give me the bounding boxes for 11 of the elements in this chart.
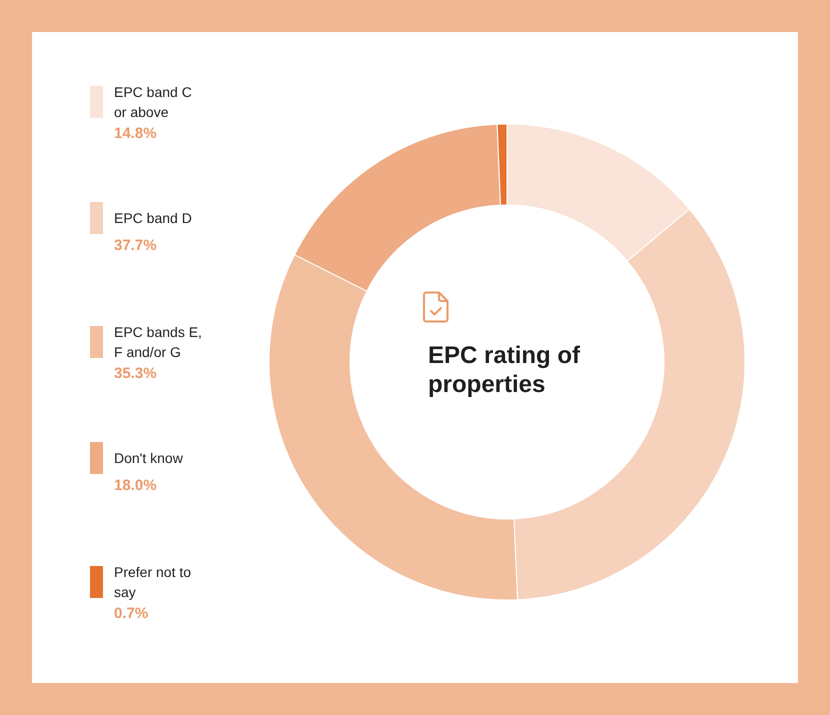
legend-label: EPC band C or above: [114, 83, 193, 122]
legend-label: Don't know: [114, 449, 184, 468]
legend-label: EPC band D: [114, 209, 193, 228]
data-label: 35.3%: [114, 364, 158, 384]
legend-label: Prefer not to say: [114, 563, 192, 602]
data-label: 37.7%: [114, 236, 158, 256]
text: EPC rating of properties: [428, 342, 587, 398]
data-label: 0.7%: [114, 604, 150, 624]
legend-label: EPC bands E, F and/or G: [114, 323, 203, 362]
data-label: 18.0%: [114, 476, 158, 496]
data-label: 14.8%: [114, 124, 158, 144]
